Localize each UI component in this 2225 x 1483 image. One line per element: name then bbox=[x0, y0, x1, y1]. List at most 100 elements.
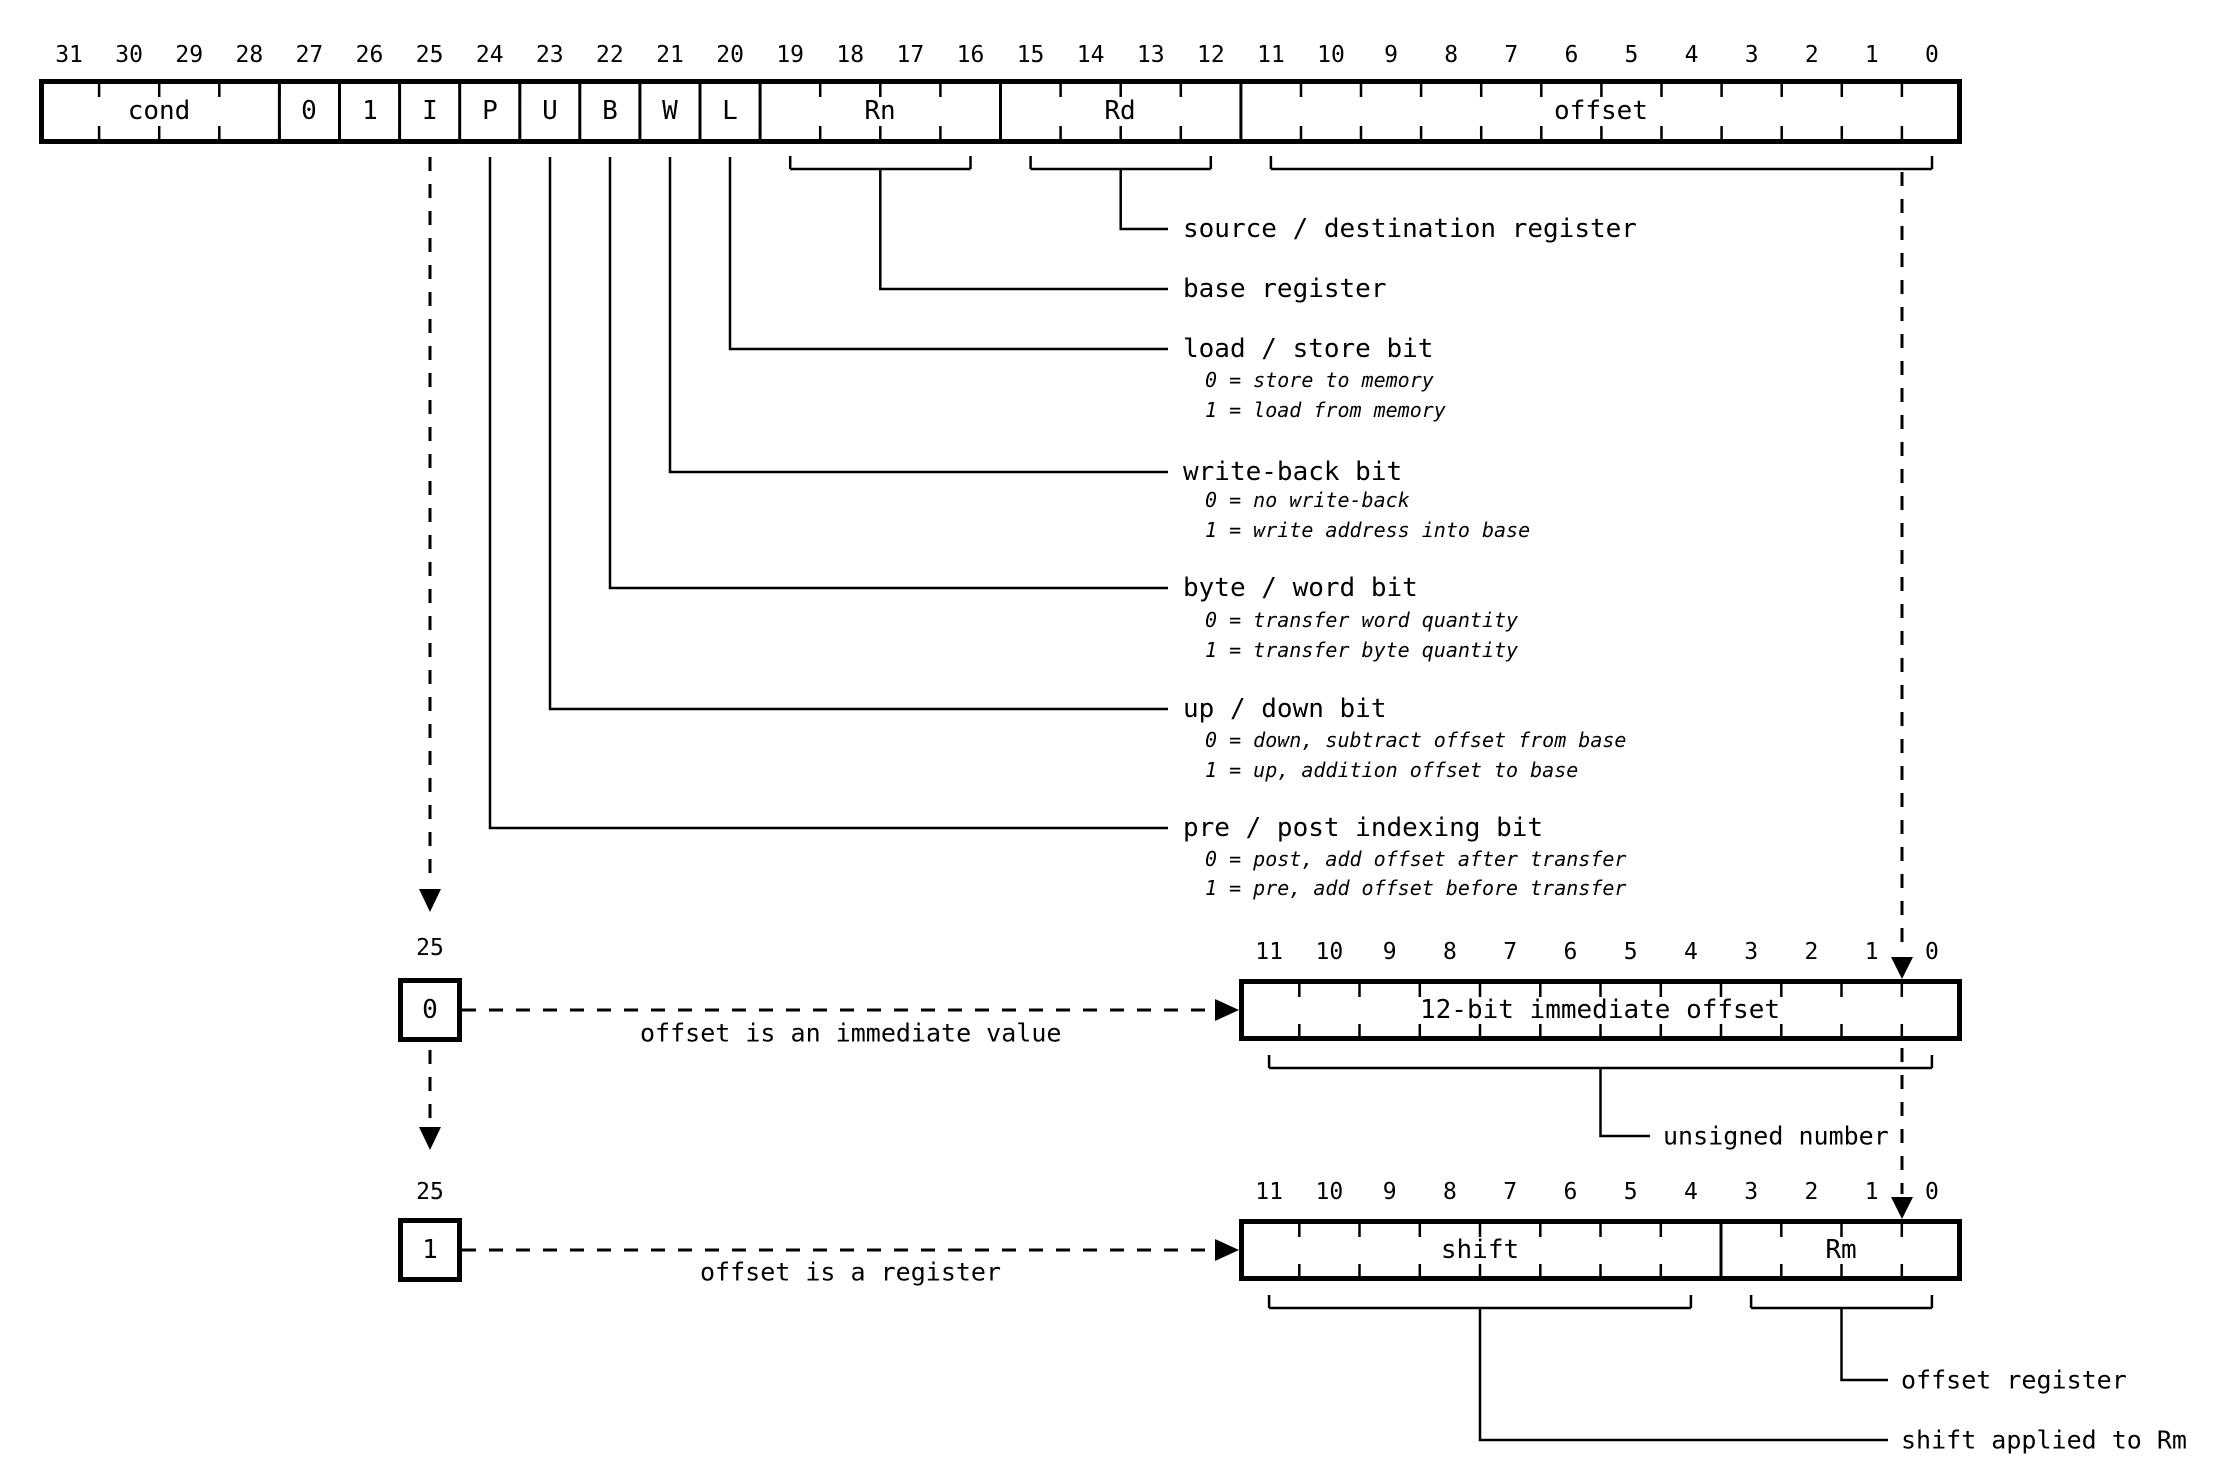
callout-up-down-value-0: 0 = down, subtract offset from base bbox=[1205, 728, 1627, 752]
bit-number: 6 bbox=[1564, 42, 1579, 68]
callout-byte-word-value-1: 1 = transfer byte quantity bbox=[1205, 638, 1519, 662]
unsigned-number-connector bbox=[1599, 1068, 1650, 1138]
bit-number: 10 bbox=[1317, 42, 1345, 68]
bit-number: 30 bbox=[115, 42, 143, 68]
bit-number: 2 bbox=[1804, 939, 1819, 965]
immediate-offset-field-label: 12-bit immediate offset bbox=[1419, 995, 1781, 1025]
offset-arrowhead-immediate bbox=[1891, 957, 1913, 979]
w-bit-connector bbox=[668, 157, 1168, 474]
bit-number: 5 bbox=[1624, 42, 1639, 68]
field-cond: cond bbox=[127, 96, 191, 126]
bit-number: 23 bbox=[535, 42, 564, 68]
bit-25-label-immediate: 25 bbox=[416, 935, 444, 961]
bit-number: 7 bbox=[1503, 939, 1518, 965]
bit-number: 28 bbox=[235, 42, 264, 68]
immediate-offset-box bbox=[1239, 979, 1962, 1041]
p-bit-connector bbox=[488, 157, 1168, 830]
callout-write-back-value-1: 1 = write address into base bbox=[1205, 518, 1531, 542]
bit-number: 31 bbox=[55, 42, 83, 68]
bit-number: 10 bbox=[1315, 939, 1344, 965]
bit-number: 0 bbox=[1925, 42, 1939, 68]
rd-connector bbox=[1119, 169, 1168, 231]
shift-bracket bbox=[1267, 1295, 1693, 1310]
bit-number: 11 bbox=[1255, 1179, 1283, 1205]
immediate-arrow-caption: offset is an immediate value bbox=[640, 1018, 1062, 1048]
i-bit-arrowhead bbox=[419, 889, 441, 912]
bit-number: 25 bbox=[415, 42, 444, 68]
bit-number: 6 bbox=[1563, 939, 1578, 965]
main-instruction-box bbox=[39, 79, 1962, 144]
immediate-bit-numbers-row: 11 10 9 8 7 6 5 4 3 2 1 0 bbox=[1239, 937, 1962, 967]
bit-number: 4 bbox=[1684, 42, 1699, 68]
callout-base-register: base register bbox=[1183, 274, 1387, 304]
callout-pre-post-indexing-bit: pre / post indexing bit bbox=[1183, 813, 1544, 843]
immediate-bracket bbox=[1267, 1055, 1934, 1070]
callout-pre-post-value-0: 0 = post, add offset after transfer bbox=[1205, 847, 1627, 871]
bit-number: 3 bbox=[1744, 1179, 1759, 1205]
b-bit-connector bbox=[608, 157, 1168, 590]
immediate-box-bit-ticks bbox=[1298, 984, 1904, 1037]
bit-number: 7 bbox=[1503, 1179, 1518, 1205]
bit-number: 27 bbox=[295, 42, 324, 68]
bit-25-label-register: 25 bbox=[416, 1179, 444, 1205]
callout-write-back-value-0: 0 = no write-back bbox=[1205, 488, 1410, 512]
field-l-bit: L bbox=[722, 96, 738, 126]
bit-number: 4 bbox=[1683, 939, 1698, 965]
bit-number: 21 bbox=[656, 42, 684, 68]
callout-up-down-bit: up / down bit bbox=[1183, 694, 1387, 724]
bit-number: 5 bbox=[1623, 939, 1638, 965]
bit-number: 17 bbox=[896, 42, 925, 68]
bit-number: 29 bbox=[175, 42, 204, 68]
i-value-0-box bbox=[398, 978, 462, 1042]
bit-number: 5 bbox=[1623, 1179, 1638, 1205]
field-const-0: 0 bbox=[301, 96, 317, 126]
shift-rm-bit-numbers-row: 11 10 9 8 7 6 5 4 3 2 1 0 bbox=[1239, 1177, 1962, 1207]
callout-load-store-bit: load / store bit bbox=[1183, 334, 1434, 364]
bit-number: 19 bbox=[776, 42, 805, 68]
field-const-1: 1 bbox=[362, 96, 378, 126]
bit-number: 14 bbox=[1076, 42, 1105, 68]
offset-arrowhead-register bbox=[1891, 1197, 1913, 1219]
callout-source-destination-register: source / destination register bbox=[1183, 214, 1637, 244]
bit-number: 9 bbox=[1384, 42, 1399, 68]
bit-number: 16 bbox=[956, 42, 985, 68]
bit-number: 1 bbox=[1864, 939, 1879, 965]
field-b-bit: B bbox=[602, 96, 618, 126]
field-i-bit: I bbox=[422, 96, 438, 126]
main-box-field-separators bbox=[277, 84, 1243, 139]
callout-pre-post-value-1: 1 = pre, add offset before transfer bbox=[1205, 876, 1627, 900]
field-p-bit: P bbox=[482, 96, 498, 126]
bit-number: 3 bbox=[1744, 939, 1759, 965]
i-value-1: 1 bbox=[422, 1235, 438, 1265]
i0-to-i1-arrowhead bbox=[419, 1127, 441, 1150]
bit-number: 0 bbox=[1924, 939, 1939, 965]
rn-connector bbox=[879, 169, 1168, 291]
register-arrowhead bbox=[1215, 1239, 1239, 1261]
shift-rm-bit-ticks bbox=[1298, 1224, 1904, 1277]
field-rn: Rn bbox=[864, 96, 896, 126]
field-w-bit: W bbox=[662, 96, 678, 126]
field-offset: offset bbox=[1554, 96, 1648, 126]
bit-number: 12 bbox=[1196, 42, 1225, 68]
unsigned-number-label: unsigned number bbox=[1663, 1121, 1889, 1151]
callout-up-down-value-1: 1 = up, addition offset to base bbox=[1205, 758, 1579, 782]
bit-number: 0 bbox=[1924, 1179, 1939, 1205]
bit-number: 11 bbox=[1257, 42, 1285, 68]
shift-field-label: shift bbox=[1440, 1235, 1520, 1265]
rn-bracket bbox=[788, 156, 972, 171]
bit-number: 15 bbox=[1016, 42, 1045, 68]
field-rd: Rd bbox=[1104, 96, 1136, 126]
bit-number: 24 bbox=[475, 42, 504, 68]
bit-number: 1 bbox=[1864, 42, 1879, 68]
callout-load-store-value-0: 0 = store to memory bbox=[1205, 368, 1434, 392]
offset-register-label: offset register bbox=[1901, 1365, 2127, 1395]
bit-number: 18 bbox=[836, 42, 865, 68]
field-u-bit: U bbox=[542, 96, 558, 126]
i-value-0: 0 bbox=[422, 995, 438, 1025]
l-bit-connector bbox=[728, 157, 1168, 351]
bit-number: 2 bbox=[1804, 1179, 1819, 1205]
shift-applied-connector bbox=[1478, 1308, 1888, 1442]
register-arrow-caption: offset is a register bbox=[700, 1257, 1002, 1287]
callout-load-store-value-1: 1 = load from memory bbox=[1205, 398, 1446, 422]
